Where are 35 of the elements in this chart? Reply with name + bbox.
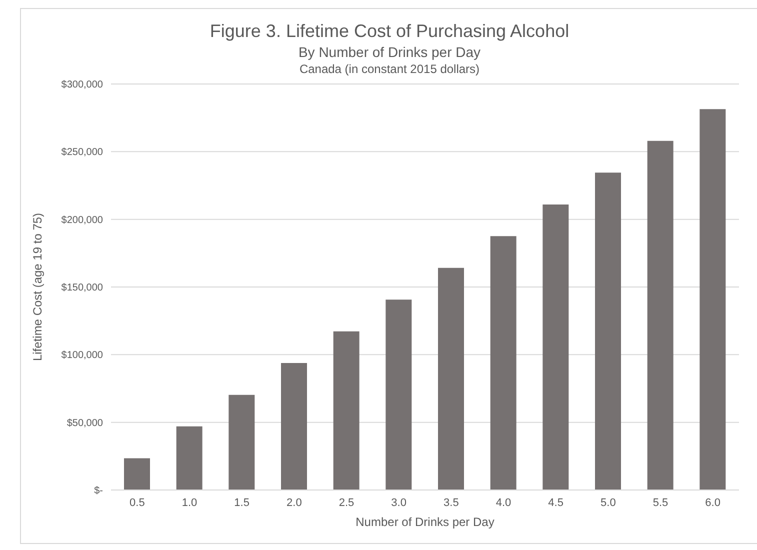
x-tick-label: 4.0 bbox=[496, 496, 512, 509]
bar bbox=[228, 394, 255, 490]
chart-subtitle: By Number of Drinks per Day Canada (in constant 2015 dollars) bbox=[297, 44, 482, 76]
bar bbox=[281, 363, 307, 490]
x-tick-label: 6.0 bbox=[705, 496, 720, 509]
y-axis-title: Lifetime Cost (age 19 to 75) bbox=[30, 212, 44, 362]
y-tick-label: $100,000 bbox=[61, 350, 104, 362]
x-tick-label: 4.5 bbox=[548, 496, 564, 509]
x-axis-title: Number of Drinks per Day bbox=[356, 515, 494, 529]
bar bbox=[700, 109, 726, 490]
y-tick-label: $50,000 bbox=[66, 418, 104, 429]
x-tick-label: 2.0 bbox=[286, 496, 302, 509]
y-tick-label: $200,000 bbox=[61, 214, 104, 226]
bar bbox=[333, 331, 360, 490]
x-tick-label: 3.0 bbox=[391, 496, 406, 509]
x-tick-label: 5.5 bbox=[652, 496, 668, 509]
y-tick-label: $- bbox=[94, 486, 103, 497]
x-tick-label: 0.5 bbox=[130, 496, 145, 509]
x-tick-label: 1.0 bbox=[182, 496, 198, 509]
bar bbox=[490, 236, 516, 490]
y-tick-label: $250,000 bbox=[61, 147, 104, 158]
bar bbox=[176, 426, 202, 490]
x-tick-label: 3.5 bbox=[444, 496, 459, 509]
x-tick-label: 2.5 bbox=[338, 496, 354, 509]
bar bbox=[542, 204, 569, 490]
bar bbox=[595, 172, 621, 490]
bar bbox=[438, 268, 464, 490]
x-tick-label: 5.0 bbox=[600, 496, 616, 509]
y-tick-label: $300,000 bbox=[61, 80, 104, 91]
bar bbox=[124, 458, 150, 490]
bar bbox=[647, 140, 674, 490]
x-tick-label: 1.5 bbox=[234, 496, 250, 509]
bar bbox=[386, 300, 412, 490]
y-tick-label: $150,000 bbox=[61, 282, 104, 294]
chart-title: Figure 3. Lifetime Cost of Purchasing Alcohol bbox=[208, 21, 570, 42]
